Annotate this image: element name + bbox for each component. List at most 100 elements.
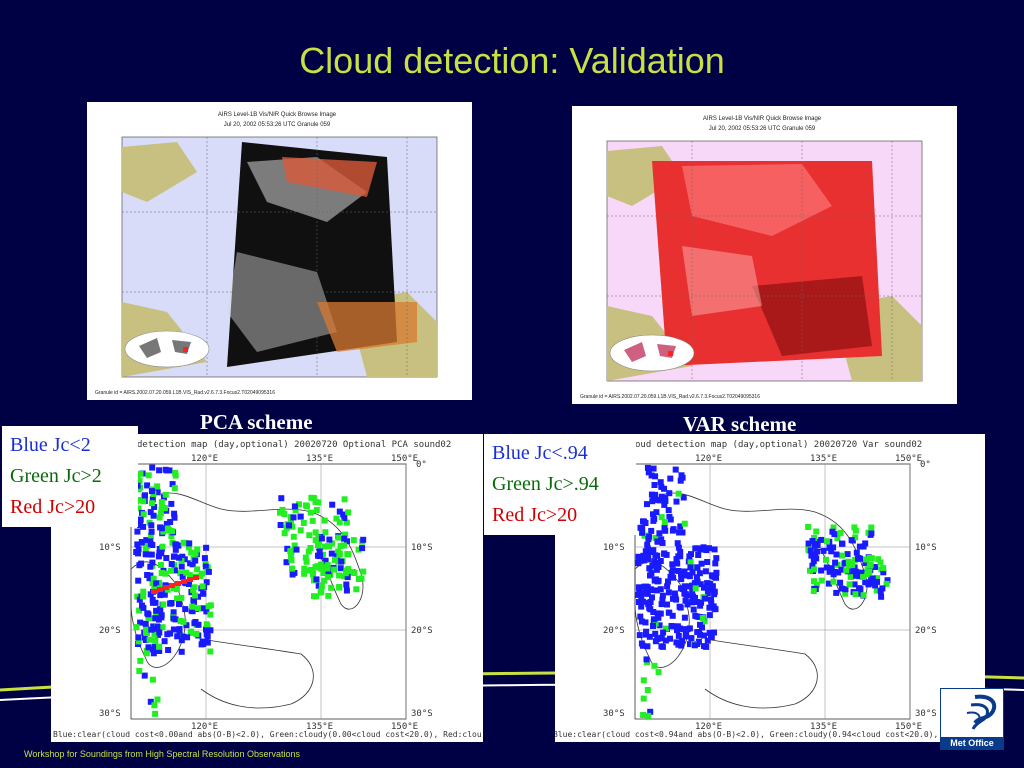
cloud-pixel	[170, 626, 177, 633]
cloud-pixel	[313, 593, 320, 600]
cloud-pixel	[137, 657, 144, 664]
var-lon-label-3: 150°E	[895, 454, 922, 464]
cloud-pixel	[642, 619, 649, 626]
cloud-pixel	[650, 609, 657, 615]
cloud-pixel	[873, 587, 880, 594]
cloud-pixel	[332, 556, 338, 563]
cloud-pixel	[293, 546, 300, 553]
cloud-pixel	[203, 621, 210, 628]
cloud-pixel	[837, 579, 844, 586]
cloud-pixel	[706, 629, 713, 636]
cloud-pixel	[181, 556, 188, 563]
cloud-pixel	[136, 596, 143, 603]
cloud-pixel	[353, 586, 360, 593]
cloud-pixel	[813, 538, 820, 545]
cloud-pixel	[359, 545, 366, 552]
cloud-pixel	[662, 527, 669, 534]
cloud-pixel	[344, 574, 351, 581]
cloud-pixel	[148, 488, 155, 495]
cloud-pixel	[192, 550, 199, 557]
cloud-pixel	[142, 620, 149, 627]
var-lon-label-1b: 120°E	[695, 722, 722, 732]
var-legend: Blue Jc<.94 Green Jc>.94 Red Jc>20	[484, 434, 636, 535]
cloud-pixel	[336, 508, 343, 515]
cloud-pixel	[677, 523, 684, 530]
cloud-pixel	[650, 465, 657, 472]
cloud-pixel	[303, 503, 310, 510]
cloud-pixel	[694, 545, 701, 552]
cloud-pixel	[874, 578, 880, 585]
cloud-pixel	[137, 516, 144, 523]
cloud-pixel-red	[181, 579, 187, 584]
cloud-pixel	[711, 629, 717, 636]
cloud-pixel	[350, 537, 357, 544]
cloud-pixel	[158, 550, 165, 557]
cloud-pixel	[160, 601, 167, 608]
cloud-pixel	[161, 638, 168, 645]
cloud-pixel	[195, 621, 202, 628]
pca-lat-label-10r: 10°S	[411, 543, 433, 553]
cloud-pixel	[809, 562, 816, 569]
cloud-pixel	[151, 702, 158, 709]
cloud-pixel	[176, 601, 182, 608]
pca-pixel-dots	[133, 464, 367, 717]
cloud-pixel	[142, 551, 149, 558]
cloud-pixel	[151, 504, 158, 510]
pca-lat-label-30r: 30°S	[411, 709, 433, 719]
cloud-pixel	[679, 474, 686, 481]
cloud-pixel	[705, 586, 712, 593]
cloud-pixel	[328, 550, 335, 557]
cloud-pixel	[862, 540, 869, 547]
cloud-pixel	[677, 548, 684, 555]
cloud-pixel	[818, 536, 825, 543]
cloud-pixel	[136, 607, 143, 614]
var-lat-label-10: 10°S	[603, 543, 625, 553]
cloud-pixel	[136, 668, 143, 674]
cloud-pixel	[140, 588, 147, 595]
cloud-pixel	[183, 622, 190, 629]
cloud-pixel	[146, 636, 153, 643]
cloud-pixel	[207, 627, 214, 634]
cloud-pixel	[672, 466, 679, 473]
cloud-pixel	[152, 615, 159, 622]
cloud-pixel	[310, 495, 317, 501]
var-scheme-caption: VAR scheme	[683, 412, 797, 436]
pca-lon-label-1b: 120°E	[191, 722, 218, 732]
cloud-pixel	[830, 544, 837, 551]
cloud-pixel	[679, 637, 686, 644]
cloud-pixel	[153, 580, 160, 587]
cloud-pixel	[693, 574, 700, 581]
cloud-pixel	[711, 591, 718, 598]
svg-text:Granule id = AIRS.2002.07.20.0: Granule id = AIRS.2002.07.20.059.L1B.VIS…	[95, 390, 275, 396]
cloud-pixel	[288, 517, 294, 524]
cloud-pixel	[665, 609, 672, 616]
cloud-pixel	[143, 624, 149, 631]
cloud-pixel	[696, 570, 703, 577]
cloud-pixel	[133, 624, 140, 631]
cloud-pixel	[203, 544, 210, 551]
cloud-pixel	[688, 635, 695, 642]
cloud-pixel	[830, 578, 837, 585]
cloud-pixel	[190, 586, 197, 593]
cloud-pixel	[321, 543, 328, 550]
cloud-pixel	[696, 614, 703, 620]
cloud-pixel	[658, 493, 665, 500]
cloud-pixel	[297, 513, 304, 520]
cloud-pixel	[671, 590, 678, 597]
cloud-pixel	[182, 606, 189, 613]
cloud-pixel	[317, 552, 324, 559]
cloud-pixel	[805, 524, 812, 530]
cloud-pixel	[142, 637, 149, 643]
cloud-pixel	[161, 505, 168, 512]
cloud-pixel-red	[175, 581, 181, 586]
cloud-pixel	[872, 564, 879, 570]
cloud-pixel	[811, 566, 818, 573]
cloud-pixel	[652, 491, 659, 498]
cloud-pixel	[289, 523, 296, 530]
cloud-pixel	[661, 524, 668, 531]
cloud-pixel	[171, 514, 178, 521]
cloud-pixel	[857, 569, 864, 576]
cloud-pixel	[661, 519, 668, 525]
pca-cloud-map: detection map (day,optional) 20020720 Op…	[51, 434, 483, 742]
cloud-pixel	[178, 648, 185, 655]
